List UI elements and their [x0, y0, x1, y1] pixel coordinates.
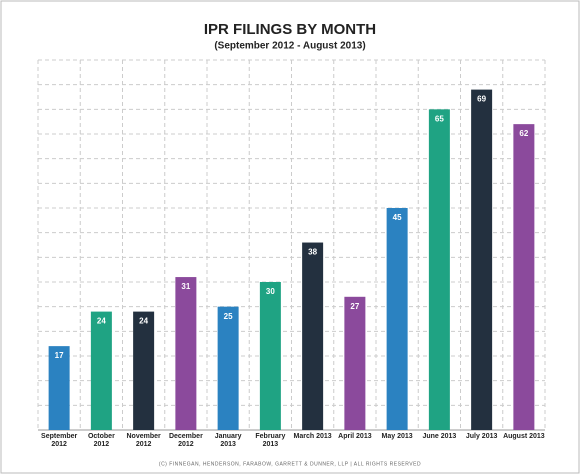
x-tick-label: May 2013	[381, 433, 413, 440]
x-tick-label: February 2013	[255, 433, 286, 448]
bar	[302, 242, 324, 430]
x-tick-label: August 2013	[503, 433, 545, 440]
x-tick-label: October 2012	[87, 433, 115, 448]
data-label: 30	[266, 287, 275, 296]
bar	[428, 109, 450, 430]
bar	[386, 208, 408, 430]
x-tick-label: April 2013	[338, 433, 372, 440]
chart-title: IPR FILINGS BY MONTH	[204, 21, 376, 38]
data-label: 45	[393, 213, 402, 222]
bar	[48, 346, 70, 430]
data-label: 25	[224, 312, 233, 321]
bar	[513, 124, 535, 430]
x-tick-label: November 2012	[126, 433, 161, 448]
data-label: 31	[181, 282, 190, 291]
bar	[471, 89, 493, 430]
data-label: 38	[308, 248, 317, 257]
data-label: 17	[55, 351, 64, 360]
bar	[90, 311, 112, 430]
x-tick-label: June 2013	[422, 433, 457, 440]
data-label: 24	[139, 317, 148, 326]
chart-subtitle: (September 2012 - August 2013)	[214, 41, 365, 52]
bar	[344, 296, 366, 430]
bar	[259, 282, 281, 430]
x-tick-label: December 2012	[168, 433, 203, 448]
bar	[133, 311, 155, 430]
data-label: 24	[97, 317, 106, 326]
x-tick-label: January 2013	[214, 433, 242, 448]
x-tick-label: March 2013	[293, 433, 332, 440]
x-tick-label: September 2012	[41, 433, 78, 448]
x-tick-label: July 2013	[465, 433, 498, 440]
data-label: 69	[477, 95, 486, 104]
data-label: 65	[435, 114, 444, 123]
footer: (C) FINNEGAN, HENDERSON, FARABOW, GARRET…	[159, 461, 421, 467]
bar	[217, 306, 239, 430]
bar	[175, 277, 197, 430]
data-label: 62	[519, 129, 528, 138]
data-label: 27	[350, 302, 359, 311]
